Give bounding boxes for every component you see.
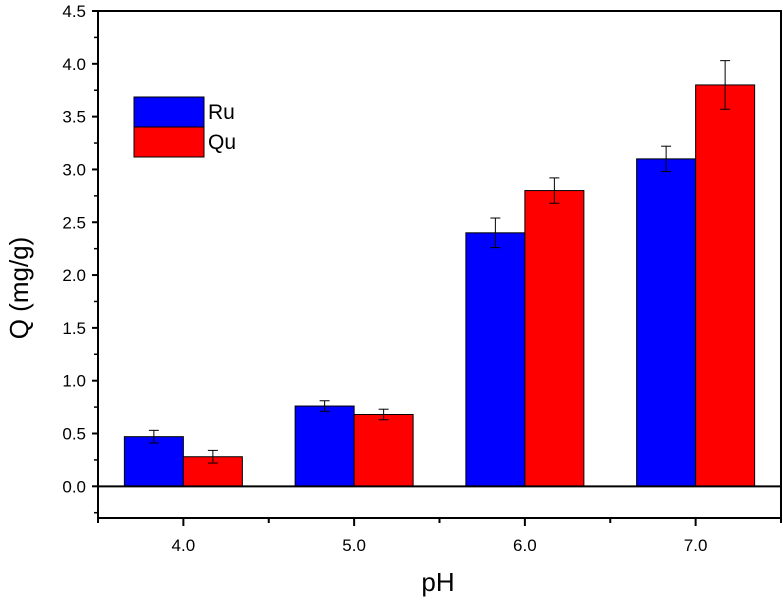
legend: Ru Qu [133,96,236,158]
error-bars-layer [148,60,731,464]
y-axis-title: Q (mg/g) [4,237,34,340]
legend-swatch-ru [133,96,205,128]
legend-swatch-qu [133,126,205,158]
bar-qu-7.0 [695,84,756,487]
y-tick-label: 3.5 [62,108,86,127]
bar-ru-5.0 [294,405,355,487]
legend-label-ru: Ru [208,101,235,124]
bar-qu-5.0 [353,413,414,487]
y-tick-label: 4.5 [62,2,86,21]
x-axis-ticks: 4.0 5.0 6.0 7.0 [97,518,782,555]
x-tick-label: 5.0 [342,536,366,555]
y-axis-ticks: 0.0 0.5 1.0 1.5 2.0 2.5 3.0 3.5 4.0 4.5 [62,2,98,514]
bar-ru-4.0 [123,436,184,487]
y-tick-label: 0.0 [62,477,86,496]
x-tick-label: 6.0 [513,536,537,555]
bar-ru-7.0 [636,158,697,487]
y-tick-label: 4.0 [62,55,86,74]
x-tick-label: 7.0 [684,536,708,555]
y-tick-label: 3.0 [62,160,86,179]
x-axis-title: pH [421,567,454,597]
bar-ru-6.0 [465,232,526,487]
y-tick-label: 1.5 [62,319,86,338]
y-tick-label: 1.0 [62,372,86,391]
y-tick-label: 0.5 [62,425,86,444]
bar-qu-6.0 [524,190,585,487]
y-tick-label: 2.5 [62,213,86,232]
bars-layer [123,84,756,487]
x-tick-label: 4.0 [172,536,196,555]
legend-label-qu: Qu [208,131,236,154]
y-tick-label: 2.0 [62,266,86,285]
